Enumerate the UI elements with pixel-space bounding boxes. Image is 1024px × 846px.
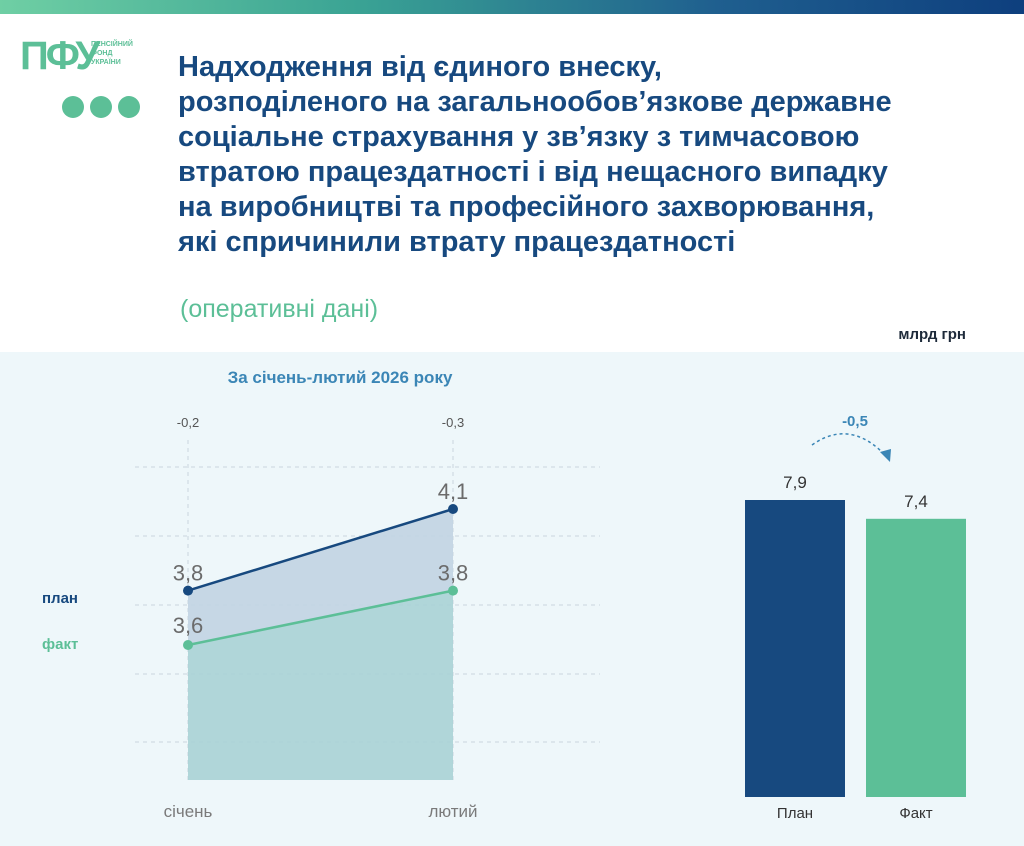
fact-value-label: 3,8 [438,561,469,586]
deviation-label: -0,2 [177,415,199,430]
logo-text-line: ФОНД [91,50,113,57]
dot-icon [90,96,112,118]
bar-category-label: Факт [899,805,932,822]
plan-line [187,507,454,592]
decorative-dots [62,96,140,118]
logo-text: ПЕНСІЙНИЙ ФОНД УКРАЇНИ [91,40,151,67]
page-subtitle: (оперативні дані) [180,295,379,323]
fact-area [188,590,453,780]
logo-text-line: УКРАЇНИ [91,59,121,66]
fact-line [187,589,454,647]
plan-point [183,585,193,596]
difference-arrow [811,433,887,457]
bar [866,518,966,797]
period-title: За січень-лютий 2026 року [227,368,453,387]
fact-point [183,640,193,650]
plan-point [448,504,458,514]
x-tick-label: лютий [428,802,477,821]
title-line: втратою працездатності і від нещасного в… [178,156,888,188]
dot-icon [118,96,140,118]
legend-plan: план [42,590,78,607]
bar-value-label: 7,4 [904,492,928,511]
x-tick-label: січень [164,802,213,821]
fact-point [448,585,458,596]
unit-label: млрд грн [898,326,966,343]
top-gradient-bar [0,0,1024,14]
legend-fact: факт [42,636,79,653]
logo-mark: ПФУ [20,34,100,78]
logo-text-line: ПЕНСІЙНИЙ [91,41,133,48]
title-line: Надходження від єдиного внеску, [178,51,662,83]
deviation-label: -0,3 [442,415,464,430]
bar [745,500,845,797]
bar-category-label: План [777,805,813,822]
dot-icon [62,96,84,118]
difference-label: -0,5 [842,413,868,430]
title-line: які спричинили втрату працездатності [178,226,736,258]
fact-value-label: 3,6 [173,613,204,638]
plan-value-label: 4,1 [438,479,469,504]
plan-area [188,509,453,645]
title-line: соціальне страхування у зв’язку з тимчас… [178,121,860,153]
title-line: розподіленого на загальнообов’язкове дер… [178,86,892,118]
title-line: на виробництві та професійного захворюва… [178,191,875,223]
page-title: Надходження від єдиного внеску, розподіл… [178,50,998,260]
plan-value-label: 3,8 [173,561,204,586]
arrow-head-icon [880,449,891,462]
bar-value-label: 7,9 [783,473,807,492]
